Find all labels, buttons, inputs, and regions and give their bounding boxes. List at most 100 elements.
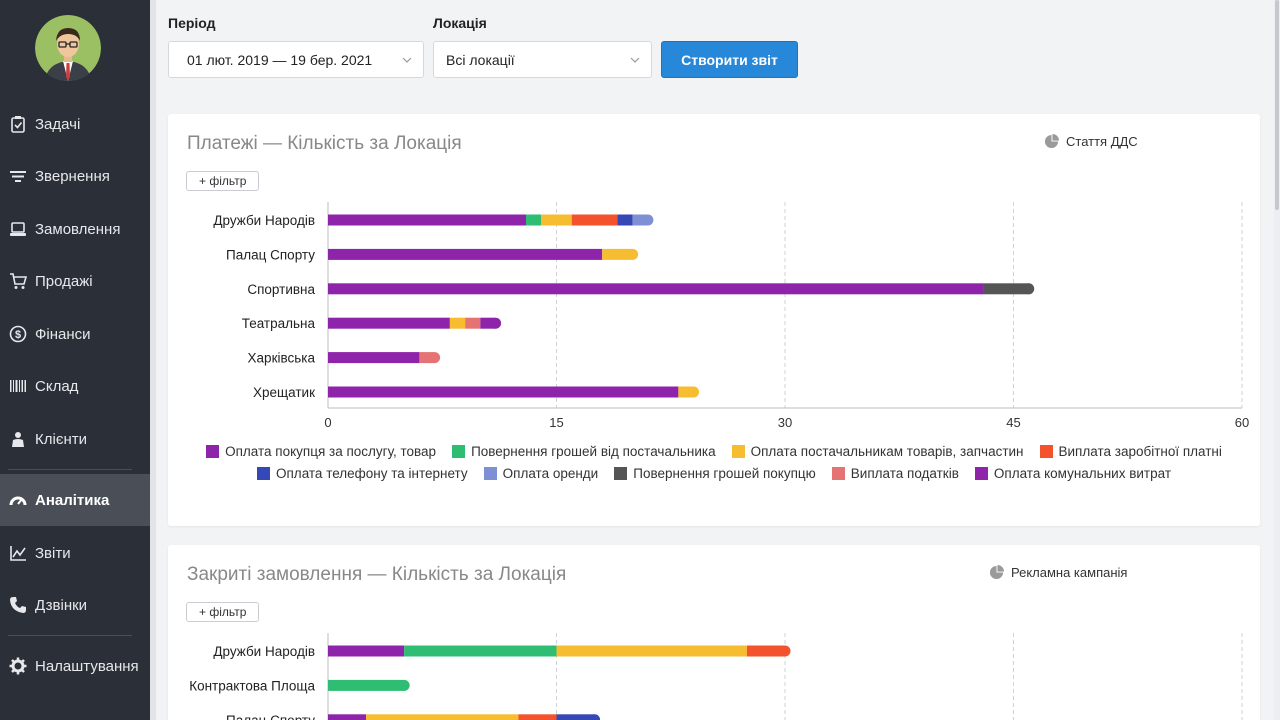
bar-segment[interactable] — [328, 317, 450, 329]
legend-item[interactable]: Оплата постачальникам товарів, запчастин — [731, 443, 1024, 459]
sidebar-item-warehouse[interactable]: Склад — [0, 360, 150, 412]
sidebar-item-label: Замовлення — [35, 220, 121, 238]
sidebar-item-label: Налаштування — [35, 657, 139, 675]
legend-label: Виплата заробітної платні — [1058, 443, 1222, 459]
bar-segment[interactable] — [556, 645, 747, 657]
bar-segment[interactable] — [449, 317, 466, 329]
bar-segment[interactable] — [328, 714, 367, 720]
bar-segment[interactable] — [632, 214, 648, 226]
group-by-label: Рекламна кампанія — [1011, 565, 1128, 580]
scrollbar-thumb[interactable] — [1275, 0, 1279, 210]
sidebar-item-sales[interactable]: Продажі — [0, 255, 150, 307]
location-select[interactable]: Всі локації — [433, 41, 652, 78]
payments-card: Платежі — Кількість за Локація Стаття ДД… — [168, 114, 1260, 526]
sidebar-item-label: Аналітика — [35, 491, 110, 509]
y-category-label: Дружби Народів — [213, 644, 315, 659]
period-value: 01 лют. 2019 — 19 бер. 2021 — [187, 51, 373, 68]
sidebar-item-tasks[interactable]: Задачі — [0, 98, 150, 150]
sidebar-item-label: Склад — [35, 377, 79, 395]
bar-segment[interactable] — [328, 645, 405, 657]
bar-segment[interactable] — [328, 248, 603, 260]
dollar-circle-icon: $ — [9, 325, 27, 343]
legend-label: Оплата покупця за послугу, товар — [225, 443, 437, 459]
bar-segment[interactable] — [328, 283, 984, 295]
bar-segment[interactable] — [571, 214, 618, 226]
sidebar-item-finance[interactable]: $ Фінанси — [0, 308, 150, 360]
bar-segment[interactable] — [419, 352, 435, 364]
y-category-label: Харківська — [248, 351, 316, 366]
sidebar-item-calls[interactable]: Дзвінки — [0, 579, 150, 631]
sidebar-item-label: Продажі — [35, 272, 93, 290]
user-avatar[interactable] — [35, 15, 101, 81]
sidebar-item-requests[interactable]: Звернення — [0, 150, 150, 202]
closed-orders-bar-chart: Дружби Народів Контрактова Площа Палац Спо… — [189, 633, 1243, 720]
legend-swatch — [483, 466, 497, 480]
bar-segment[interactable] — [526, 214, 542, 226]
bar-segment[interactable] — [404, 645, 557, 657]
legend-item[interactable]: Оплата телефону та інтернету — [257, 466, 468, 481]
bar-segment[interactable] — [678, 386, 694, 398]
bar-end-cap — [642, 214, 654, 226]
sidebar-item-orders[interactable]: Замовлення — [0, 203, 150, 255]
bar-segment[interactable] — [480, 317, 496, 329]
legend-swatch — [206, 444, 220, 458]
bar-end-cap — [779, 645, 791, 657]
chart-line-icon — [10, 546, 26, 561]
sidebar-item-analytics[interactable]: Аналітика — [0, 474, 150, 526]
sidebar-divider — [8, 635, 132, 636]
page-scrollbar[interactable] — [1274, 0, 1280, 720]
bar-end-cap — [490, 317, 502, 329]
y-category-label: Контрактова Площа — [189, 678, 315, 693]
bar-segment[interactable] — [366, 714, 519, 720]
legend-row: Оплата покупця за послугу, товар Повернен… — [168, 440, 1260, 462]
y-category-label: Палац Спорту — [226, 713, 315, 720]
bar-end-cap — [429, 352, 441, 364]
bar-end-cap — [688, 386, 700, 398]
bar-segment[interactable] — [328, 679, 405, 691]
legend-swatch — [614, 466, 628, 480]
bar-segment[interactable] — [746, 645, 785, 657]
bar-segment[interactable] — [617, 214, 633, 226]
legend-item[interactable]: Оплата комунальних витрат — [974, 466, 1171, 481]
legend-swatch — [731, 444, 745, 458]
gear-icon — [9, 657, 27, 675]
sidebar-item-reports[interactable]: Звіти — [0, 527, 150, 579]
card-group-selector[interactable]: Рекламна кампанія — [989, 565, 1127, 580]
x-tick-label: 15 — [549, 415, 563, 430]
bar-segment[interactable] — [518, 714, 557, 720]
card-group-selector[interactable]: Стаття ДДС — [1044, 134, 1138, 149]
create-report-button[interactable]: Створити звіт — [661, 41, 798, 78]
bar-segment[interactable] — [328, 352, 420, 364]
legend-label: Повернення грошей покупцю — [633, 465, 816, 481]
legend-item[interactable]: Повернення грошей від постачальника — [452, 444, 716, 459]
legend-swatch — [974, 466, 988, 480]
bar-segment[interactable] — [328, 214, 527, 226]
legend-label: Оплата постачальникам товарів, запчастин — [750, 443, 1024, 459]
bar-segment[interactable] — [602, 248, 633, 260]
bar-segment[interactable] — [983, 283, 1029, 295]
sidebar-item-settings[interactable]: Налаштування — [0, 640, 150, 692]
period-select[interactable]: 01 лют. 2019 — 19 бер. 2021 — [168, 41, 424, 78]
legend-label: Оплата телефону та інтернету — [276, 465, 468, 481]
sidebar-divider — [8, 469, 132, 470]
sidebar-item-clients[interactable]: Клієнти — [0, 413, 150, 465]
y-category-label: Дружби Народів — [213, 213, 315, 228]
add-filter-button[interactable]: + фільтр — [186, 171, 260, 191]
add-filter-button[interactable]: + фільтр — [186, 602, 260, 622]
legend-item[interactable]: Оплата покупця за послугу, товар — [206, 444, 436, 459]
legend-item[interactable]: Повернення грошей покупцю — [614, 466, 816, 481]
bar-segment[interactable] — [541, 214, 572, 226]
sidebar: Задачі Звернення Замовлення Продажі $ Фінанси… — [0, 0, 150, 720]
chevron-down-icon — [402, 57, 412, 63]
y-category-label: Спортивна — [247, 282, 315, 297]
legend-item[interactable]: Оплата оренди — [483, 466, 598, 481]
bar-end-cap — [589, 714, 601, 720]
bar-segment[interactable] — [328, 386, 679, 398]
sidebar-edge — [150, 0, 156, 720]
svg-text:$: $ — [15, 329, 21, 341]
sidebar-item-label: Звіти — [35, 544, 71, 562]
bar-segment[interactable] — [556, 714, 595, 720]
bar-segment[interactable] — [465, 317, 481, 329]
legend-item[interactable]: Виплата заробітної платні — [1039, 443, 1222, 459]
legend-item[interactable]: Виплата податків — [831, 466, 959, 481]
